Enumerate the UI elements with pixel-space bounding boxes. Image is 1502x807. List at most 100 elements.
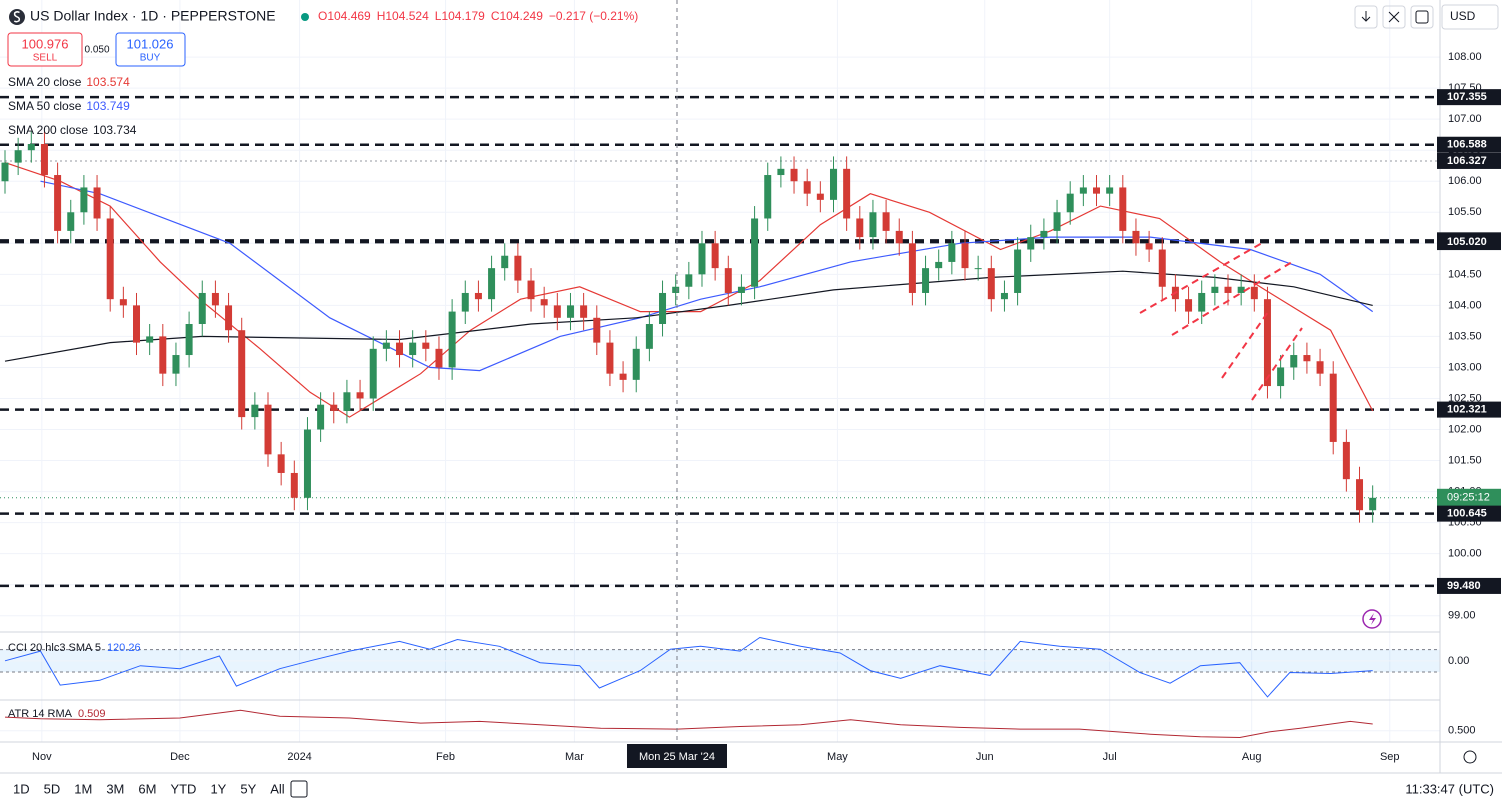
sell-price[interactable]: 100.976 [22, 36, 69, 51]
range-button[interactable]: 5Y [240, 781, 256, 796]
y-tick-label: 103.50 [1448, 330, 1482, 342]
candle-body [501, 255, 509, 269]
candle-body [1369, 497, 1377, 511]
candle-body [685, 274, 693, 287]
candle-body [369, 348, 377, 399]
candle-body [185, 324, 193, 356]
candle-body [67, 212, 75, 231]
clock: 11:33:47 (UTC) [1405, 781, 1494, 796]
candle-body [80, 187, 88, 213]
toolbar-layer: 1D 5D 1M 3M 6M YTD 1Y 5Y All 11:33:47 (UTC) [13, 781, 1494, 796]
x-tick-label: Jun [976, 751, 994, 763]
market-status[interactable] [301, 13, 309, 21]
countdown: 09:25:12 [1447, 492, 1490, 504]
candle-body [1145, 243, 1153, 250]
candle-body [1040, 230, 1048, 238]
legend-value: 103.574 [86, 75, 130, 89]
candle-body [1316, 361, 1324, 374]
ohlc-value: −0.217 (−0.21%) [549, 9, 638, 23]
crosshair-label-box [626, 744, 727, 768]
candle-body [317, 404, 325, 430]
snapshot-button[interactable] [1410, 5, 1434, 29]
candle-body [119, 299, 127, 306]
sell-button[interactable] [7, 32, 83, 67]
range-button[interactable]: All [270, 781, 285, 796]
candle-body [790, 168, 798, 182]
candle-body [974, 268, 982, 270]
candle-body [14, 150, 22, 163]
buy-price[interactable]: 101.026 [127, 36, 174, 51]
candle-body [172, 355, 180, 374]
candle-body [488, 268, 496, 300]
range-button[interactable]: 1M [74, 781, 92, 796]
candle-body [238, 330, 246, 418]
candle-body [1106, 187, 1114, 194]
candle-body [198, 292, 206, 324]
candle-body [659, 292, 667, 324]
buy-button[interactable] [115, 32, 186, 67]
candle-body [843, 168, 851, 219]
candle-body [922, 268, 930, 293]
candle-body [343, 392, 351, 411]
range-button[interactable]: 5D [44, 781, 61, 796]
level-label: 107.355 [1447, 91, 1487, 103]
spread: 0.050 [84, 45, 109, 56]
range-button[interactable]: 1Y [210, 781, 226, 796]
fullscreen-button[interactable] [1382, 5, 1406, 29]
legend-value: 103.749 [86, 99, 130, 113]
y-tick-label: 0.500 [1448, 725, 1476, 737]
candle-body [1356, 479, 1364, 511]
candle-body [1014, 249, 1022, 293]
candle-body [553, 305, 561, 318]
x-tick-label: 2024 [287, 751, 311, 763]
download-button[interactable] [1354, 5, 1378, 29]
candle-body [106, 218, 114, 300]
channel-line [1221, 311, 1269, 379]
levels-layer [0, 95, 1440, 588]
snapshot-icon [1415, 10, 1429, 24]
candle-body [1119, 187, 1127, 231]
candle-body [146, 336, 154, 343]
sma-line [40, 180, 1374, 372]
candle-body [159, 336, 167, 374]
candle-body [133, 305, 141, 343]
symbol-title[interactable]: US Dollar Index · 1D · PEPPERSTONE [30, 8, 276, 24]
candle-body [409, 342, 417, 356]
candle-body [277, 454, 285, 473]
sell-label[interactable]: SELL [33, 53, 58, 64]
candle-body [1, 162, 9, 182]
candle-body [1290, 355, 1298, 368]
candle-body [935, 261, 943, 269]
level-label-box [1437, 136, 1501, 153]
candle-body [27, 144, 35, 151]
candle-body [764, 175, 772, 219]
currency-button[interactable] [1441, 4, 1499, 30]
settings-icon[interactable] [1463, 750, 1477, 764]
events-icon[interactable] [1362, 609, 1382, 629]
range-button[interactable]: 1D [13, 781, 30, 796]
currency[interactable]: USD [1450, 9, 1476, 23]
date-range-button[interactable] [290, 780, 308, 798]
candle-body [54, 175, 62, 231]
range-button[interactable]: 6M [138, 781, 156, 796]
candle-body [632, 348, 640, 380]
ohlc-value: L104.179 [435, 9, 485, 23]
candle-body [987, 268, 995, 300]
candle-body [1000, 292, 1008, 300]
level-label-box [1437, 577, 1501, 594]
buy-label[interactable]: BUY [140, 53, 161, 64]
candle-body [1132, 230, 1140, 244]
level-label: 99.480 [1447, 580, 1481, 592]
candles-layer [1, 131, 1377, 523]
level-label: 105.020 [1447, 236, 1487, 248]
candle-body [751, 218, 759, 287]
candle-body [645, 324, 653, 349]
level-label-box [1437, 401, 1501, 418]
range-button[interactable]: 3M [106, 781, 124, 796]
y-tick-label: 99.00 [1448, 610, 1476, 622]
candle-body [566, 305, 574, 318]
candle-body [724, 268, 732, 293]
level-label: 102.321 [1447, 403, 1487, 415]
range-button[interactable]: YTD [170, 781, 196, 796]
